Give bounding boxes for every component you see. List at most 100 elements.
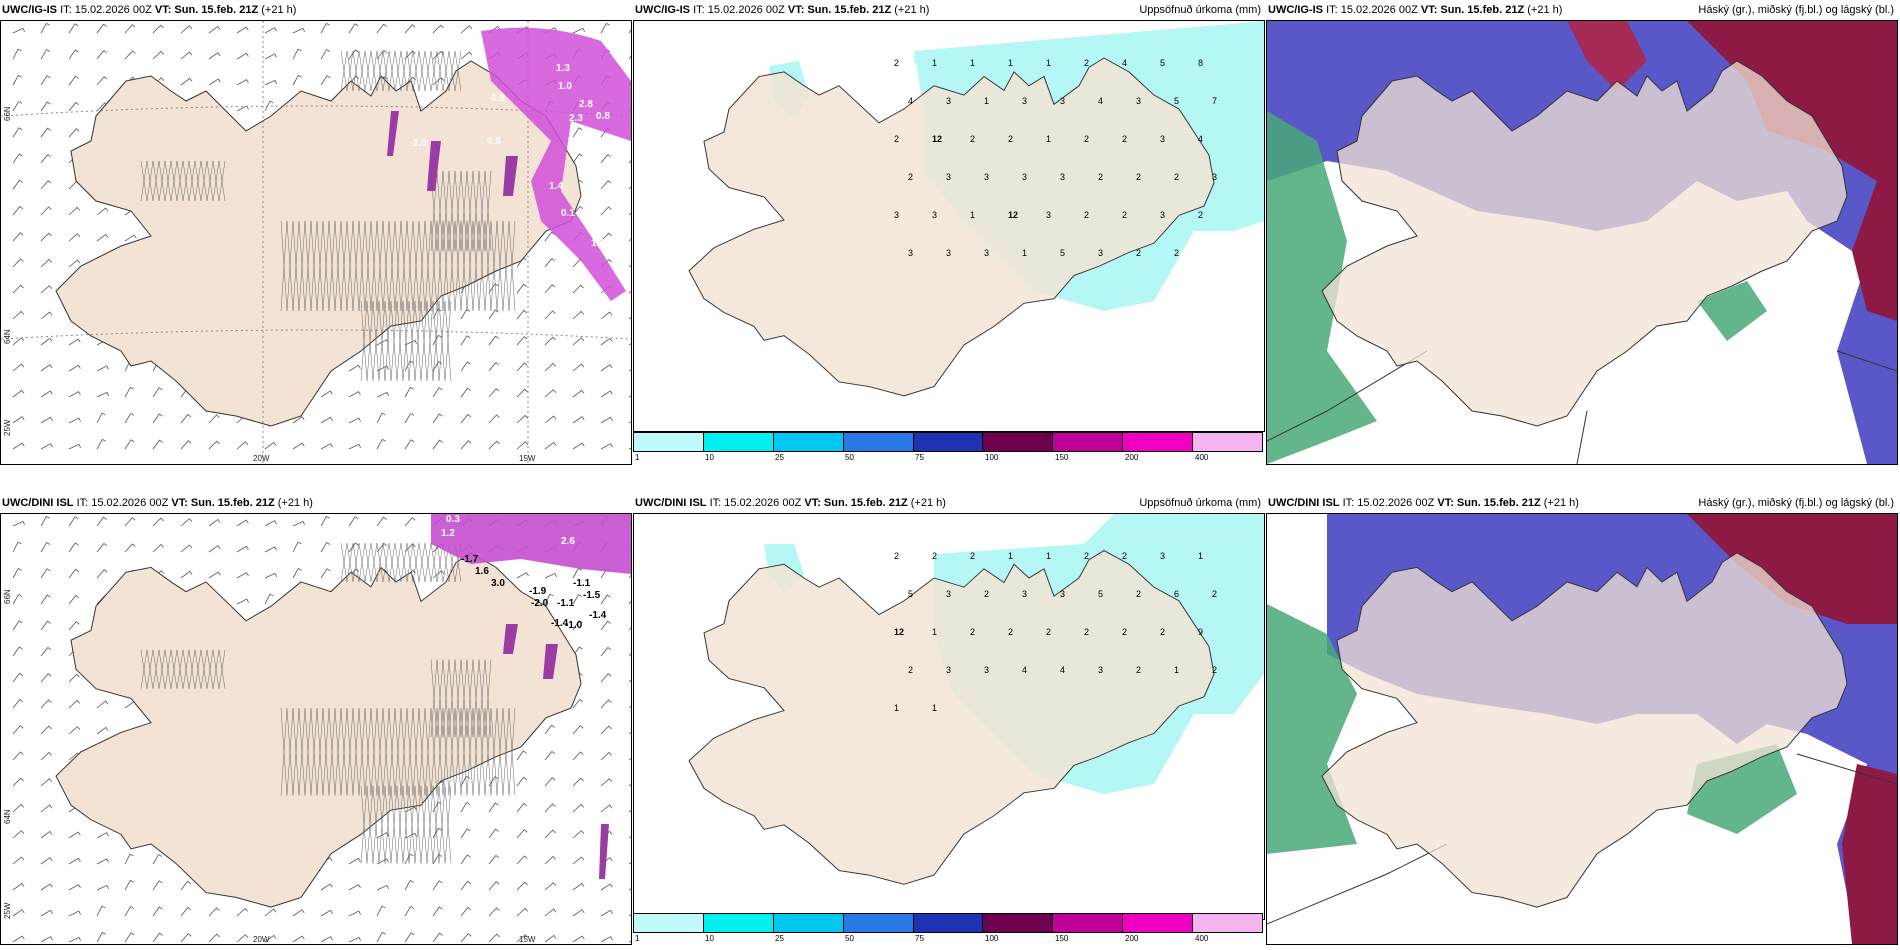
panel-dini-precip: UWC/DINI ISL IT: 15.02.2026 00Z VT: Sun.… bbox=[633, 493, 1265, 950]
panel-header: UWC/IG-IS IT: 15.02.2026 00Z VT: Sun. 15… bbox=[633, 0, 1265, 20]
init-time: IT: 15.02.2026 00Z bbox=[693, 4, 785, 16]
vv-label: 0.8 bbox=[596, 111, 610, 122]
colorbar-tick: 100 bbox=[985, 453, 999, 462]
wind-barb bbox=[572, 882, 585, 891]
hatch-line bbox=[438, 785, 446, 864]
hatch-line bbox=[466, 220, 474, 312]
hatch-line bbox=[334, 708, 342, 796]
wind-barb bbox=[600, 909, 613, 917]
wind-barb bbox=[12, 672, 23, 683]
wind-barb bbox=[96, 569, 108, 579]
precip-value: 3 bbox=[932, 210, 937, 220]
hatch-line bbox=[454, 708, 462, 796]
wind-barb bbox=[432, 308, 442, 320]
hatch-line bbox=[164, 649, 172, 689]
model-name: UWC/IG-IS bbox=[1268, 4, 1323, 16]
precip-value: 3 bbox=[1098, 248, 1103, 258]
hatch-line bbox=[364, 220, 372, 312]
wind-barb bbox=[600, 232, 612, 242]
hatch-line bbox=[394, 708, 402, 796]
wind-barb bbox=[320, 390, 333, 398]
hatch-line bbox=[402, 300, 410, 382]
hatch-line bbox=[280, 708, 288, 796]
wind-barb bbox=[488, 776, 499, 787]
hatch-line bbox=[358, 50, 366, 92]
wind-barb bbox=[12, 803, 24, 813]
wind-barb bbox=[96, 365, 109, 372]
hatch-line bbox=[164, 160, 172, 202]
vv-label: -1.1 bbox=[557, 598, 575, 609]
wind-barb bbox=[264, 572, 277, 579]
lead-time: (+21 h) bbox=[277, 497, 313, 509]
wind-barb bbox=[432, 906, 443, 917]
wind-barb bbox=[40, 180, 52, 190]
hatch-line bbox=[360, 300, 368, 382]
vv-label: 0.6 bbox=[487, 136, 501, 147]
wind-barb bbox=[12, 48, 22, 60]
wind-barb bbox=[376, 858, 389, 865]
vv-magenta bbox=[431, 514, 631, 574]
wind-barb bbox=[264, 100, 274, 112]
colorbar-swatch bbox=[773, 914, 844, 932]
hatch-line bbox=[352, 543, 360, 582]
wind-barb bbox=[96, 700, 109, 709]
wind-barb bbox=[40, 364, 53, 372]
precip-value: 1 bbox=[1046, 551, 1051, 561]
hatch-line bbox=[346, 543, 354, 582]
wind-barb bbox=[600, 416, 613, 424]
hatch-line bbox=[358, 708, 366, 796]
hatch-line bbox=[322, 220, 330, 312]
wind-barb bbox=[600, 311, 613, 320]
wind-barb bbox=[320, 75, 331, 86]
precip-value: 1 bbox=[1008, 551, 1013, 561]
wind-barb bbox=[152, 906, 163, 917]
hatch-line bbox=[194, 160, 202, 202]
wind-barb bbox=[348, 391, 361, 398]
wind-barb bbox=[460, 828, 471, 839]
precip-value: 2 bbox=[908, 665, 913, 675]
map-frame[interactable]: 2 2 2 1 1 2 2 3 1 5 3 2 3 3 5 2 6 2 12 1 2 2 2 2 2 2 9 2 3 3 4 4 3 2 1 2 1 1 bbox=[633, 513, 1265, 920]
wind-barb bbox=[264, 908, 277, 917]
wind-barb bbox=[376, 438, 386, 450]
wind-barb bbox=[572, 725, 584, 735]
map-frame[interactable]: 1.2 0.3 1.6 3.0 -1.9 -2.0 -1.1 -1.5 -1.4… bbox=[0, 513, 632, 945]
map-frame[interactable]: 1.0 2.8 1.3 0.8 2.3 0.1 1.4 1.0 0.6 0.8 … bbox=[0, 20, 632, 465]
wind-barb bbox=[124, 853, 134, 865]
wind-barb bbox=[432, 413, 443, 424]
wind-barb bbox=[12, 935, 25, 943]
wind-barb bbox=[600, 646, 612, 657]
wind-barb bbox=[516, 414, 528, 424]
map-frame[interactable] bbox=[1266, 513, 1898, 945]
map-frame[interactable]: 2 1 1 1 1 2 4 5 8 4 3 1 3 3 4 3 5 7 2 12 2 2 1 2 2 3 4 2 3 3 3 3 2 2 2 3 3 3 1… bbox=[633, 20, 1265, 432]
wind-barb bbox=[152, 387, 163, 398]
wind-barb bbox=[600, 22, 610, 34]
vv-label: 1.0 bbox=[413, 138, 427, 149]
wind-barb bbox=[236, 907, 248, 917]
lead-time: (+21 h) bbox=[894, 4, 930, 16]
wind-barb bbox=[600, 153, 612, 164]
map-frame[interactable] bbox=[1266, 20, 1898, 465]
wind-barb bbox=[488, 309, 499, 320]
precip-value: 1 bbox=[1198, 551, 1203, 561]
precip-value: 2 bbox=[1136, 589, 1141, 599]
wind-barb bbox=[376, 365, 389, 372]
wind-barb bbox=[180, 544, 193, 553]
panel-header: UWC/IG-IS IT: 15.02.2026 00Z VT: Sun. 15… bbox=[0, 0, 632, 20]
hatch-line bbox=[388, 220, 396, 312]
vv-label: 0.3 bbox=[446, 514, 460, 525]
hatch-line bbox=[376, 50, 384, 92]
wind-barb bbox=[488, 414, 500, 424]
wind-barb bbox=[600, 936, 613, 943]
precip-value: 2 bbox=[1046, 627, 1051, 637]
wind-barb bbox=[544, 829, 556, 839]
wind-barb bbox=[292, 909, 305, 917]
panel-dini-clouds: UWC/DINI ISL IT: 15.02.2026 00Z VT: Sun.… bbox=[1266, 493, 1898, 950]
precip-value: 6 bbox=[1174, 589, 1179, 599]
wind-barb bbox=[40, 101, 51, 112]
wind-barb bbox=[432, 361, 443, 372]
wind-barb bbox=[12, 751, 24, 761]
wind-barb bbox=[348, 857, 361, 865]
wind-barb bbox=[208, 545, 221, 553]
valid-time: VT: Sun. 15.feb. 21Z bbox=[1437, 497, 1541, 509]
precip-value: 1 bbox=[984, 96, 989, 106]
